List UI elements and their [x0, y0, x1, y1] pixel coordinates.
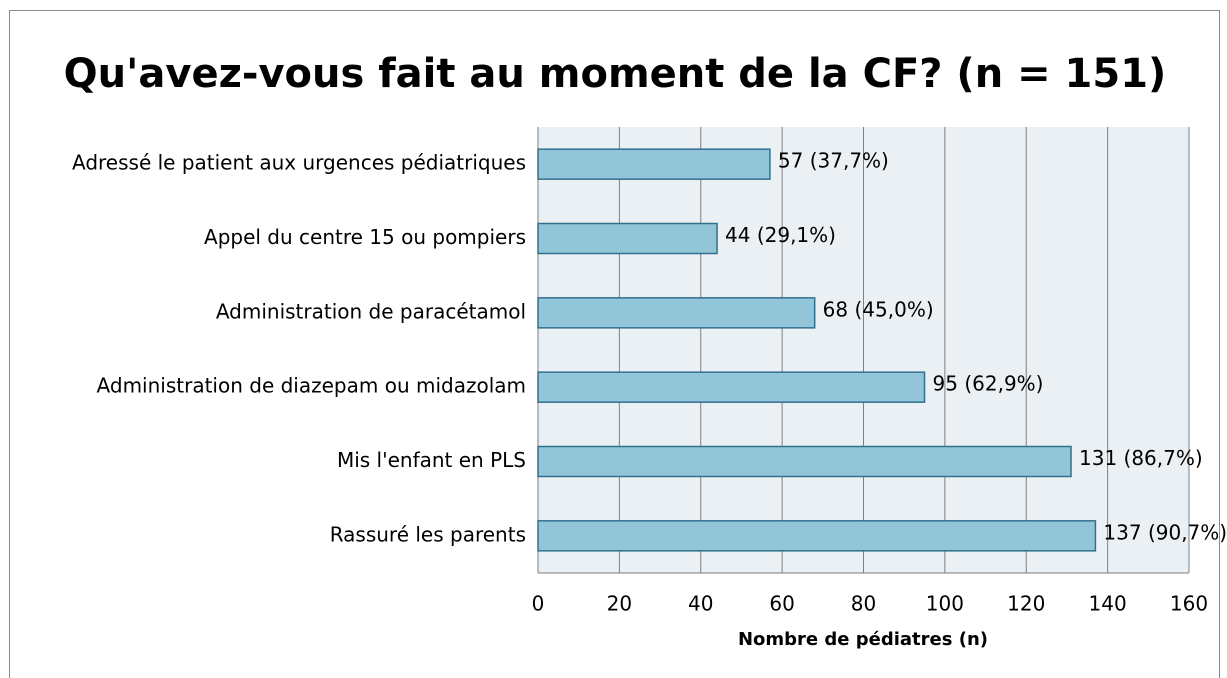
data-label: 44 (29,1%) [725, 223, 836, 247]
x-tick-label: 100 [926, 592, 964, 616]
bar [537, 520, 1097, 552]
y-tick-label: Rassuré les parents [330, 522, 526, 546]
x-tick-label: 160 [1170, 592, 1208, 616]
x-axis-label: Nombre de pédiatres (n) [738, 629, 988, 650]
x-tick-label: 20 [607, 592, 632, 616]
bar [537, 371, 926, 403]
x-tick-label: 140 [1089, 592, 1127, 616]
y-tick-label: Mis l'enfant en PLS [337, 448, 526, 472]
x-tick-label: 80 [851, 592, 876, 616]
data-label: 137 (90,7%) [1103, 520, 1227, 544]
data-label: 57 (37,7%) [778, 149, 889, 173]
data-label: 68 (45,0%) [823, 297, 934, 321]
data-label: 131 (86,7%) [1079, 446, 1203, 470]
x-tick-label: 120 [1007, 592, 1045, 616]
bar [537, 445, 1072, 478]
x-tick-label: 0 [532, 592, 545, 616]
y-tick-label: Administration de paracétamol [216, 299, 526, 323]
bar [537, 297, 816, 329]
y-tick-label: Adressé le patient aux urgences pédiatri… [72, 151, 526, 175]
bar [537, 222, 718, 255]
x-tick-label: 40 [688, 592, 713, 616]
y-tick-label: Administration de diazepam ou midazolam [97, 374, 526, 398]
bar [537, 148, 771, 180]
y-tick-label: Appel du centre 15 ou pompiers [204, 225, 526, 249]
x-tick-label: 60 [769, 592, 794, 616]
data-label: 95 (62,9%) [933, 372, 1044, 396]
chart-title: Qu'avez-vous fait au moment de la CF? (n… [64, 51, 1167, 97]
